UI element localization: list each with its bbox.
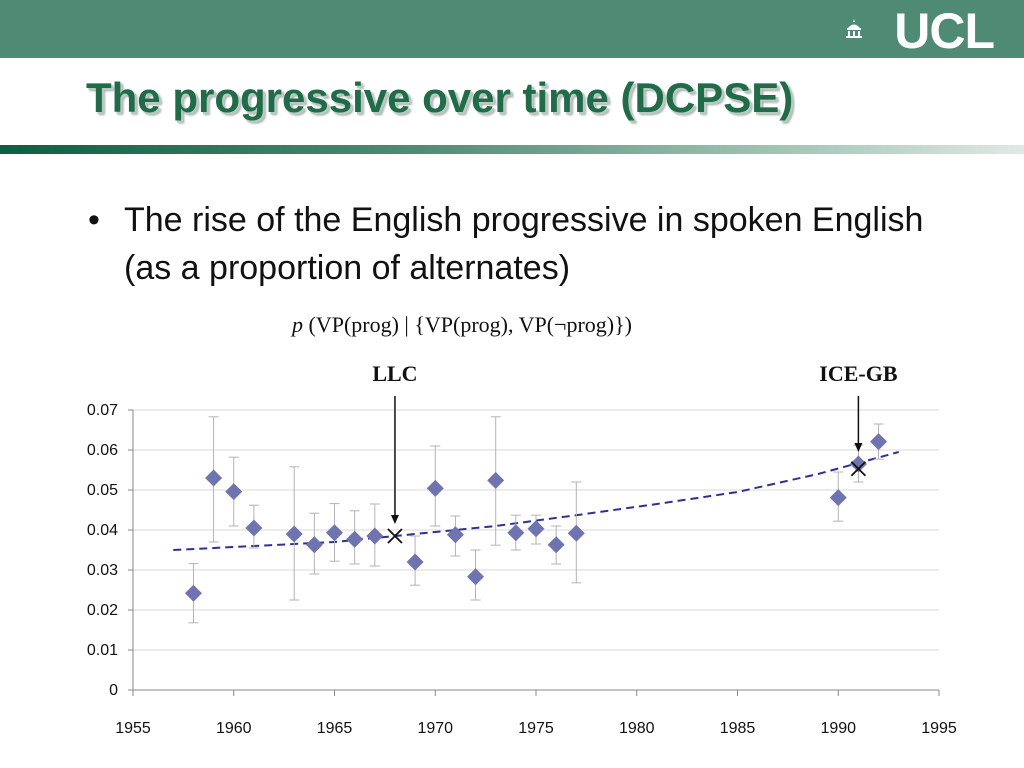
y-tick-label: 0 <box>109 682 118 699</box>
x-tick-label: 1955 <box>115 720 151 737</box>
data-point <box>366 527 384 545</box>
y-tick-label: 0.07 <box>87 402 118 419</box>
x-tick-label: 1990 <box>820 720 856 737</box>
bullet-text: The rise of the English progressive in s… <box>124 201 924 287</box>
data-point <box>225 483 243 501</box>
probability-formula: p (VP(prog) | {VP(prog), VP(¬prog)}) <box>292 312 632 338</box>
data-point <box>829 489 847 507</box>
data-point <box>426 479 444 497</box>
title-divider <box>0 145 1024 154</box>
formula-p: p <box>292 312 303 337</box>
formula-expression: (VP(prog) | {VP(prog), VP(¬prog)}) <box>308 312 633 337</box>
x-tick-label: 1965 <box>317 720 353 737</box>
data-point <box>184 584 202 602</box>
y-tick-label: 0.06 <box>87 442 118 459</box>
data-point <box>446 526 464 544</box>
data-point <box>849 455 867 473</box>
x-tick-label: 1975 <box>518 720 554 737</box>
x-tick-label: 1995 <box>921 720 957 737</box>
cross-marker <box>850 461 867 477</box>
y-tick-label: 0.04 <box>87 522 118 539</box>
data-point <box>547 536 565 554</box>
data-point <box>870 433 888 451</box>
ucl-logo: UCL <box>894 3 995 59</box>
annotation-label: ICE-GB <box>819 361 898 386</box>
data-point <box>406 553 424 571</box>
y-tick-label: 0.02 <box>87 602 118 619</box>
x-tick-label: 1970 <box>417 720 453 737</box>
data-point <box>467 568 485 586</box>
x-tick-label: 1960 <box>216 720 252 737</box>
data-point <box>567 524 585 542</box>
y-tick-label: 0.01 <box>87 642 118 659</box>
data-point <box>326 524 343 542</box>
arrow-head <box>390 515 399 524</box>
bullet-dot: • <box>88 201 100 239</box>
data-point <box>507 524 525 542</box>
x-tick-label: 1980 <box>619 720 655 737</box>
y-tick-label: 0.03 <box>87 562 118 579</box>
ucl-dome-icon <box>846 19 862 38</box>
annotation-label: LLC <box>372 361 417 386</box>
data-point <box>245 519 263 537</box>
data-point <box>487 471 505 489</box>
slide-title: The progressive over time (DCPSE) <box>86 74 794 121</box>
y-tick-label: 0.05 <box>87 482 118 499</box>
data-point <box>285 525 303 543</box>
cross-marker <box>387 528 403 544</box>
arrow-head <box>854 443 863 452</box>
data-point <box>346 530 364 548</box>
data-point <box>527 520 545 538</box>
data-point <box>305 536 323 554</box>
x-tick-label: 1985 <box>720 720 756 737</box>
data-point <box>205 469 223 487</box>
